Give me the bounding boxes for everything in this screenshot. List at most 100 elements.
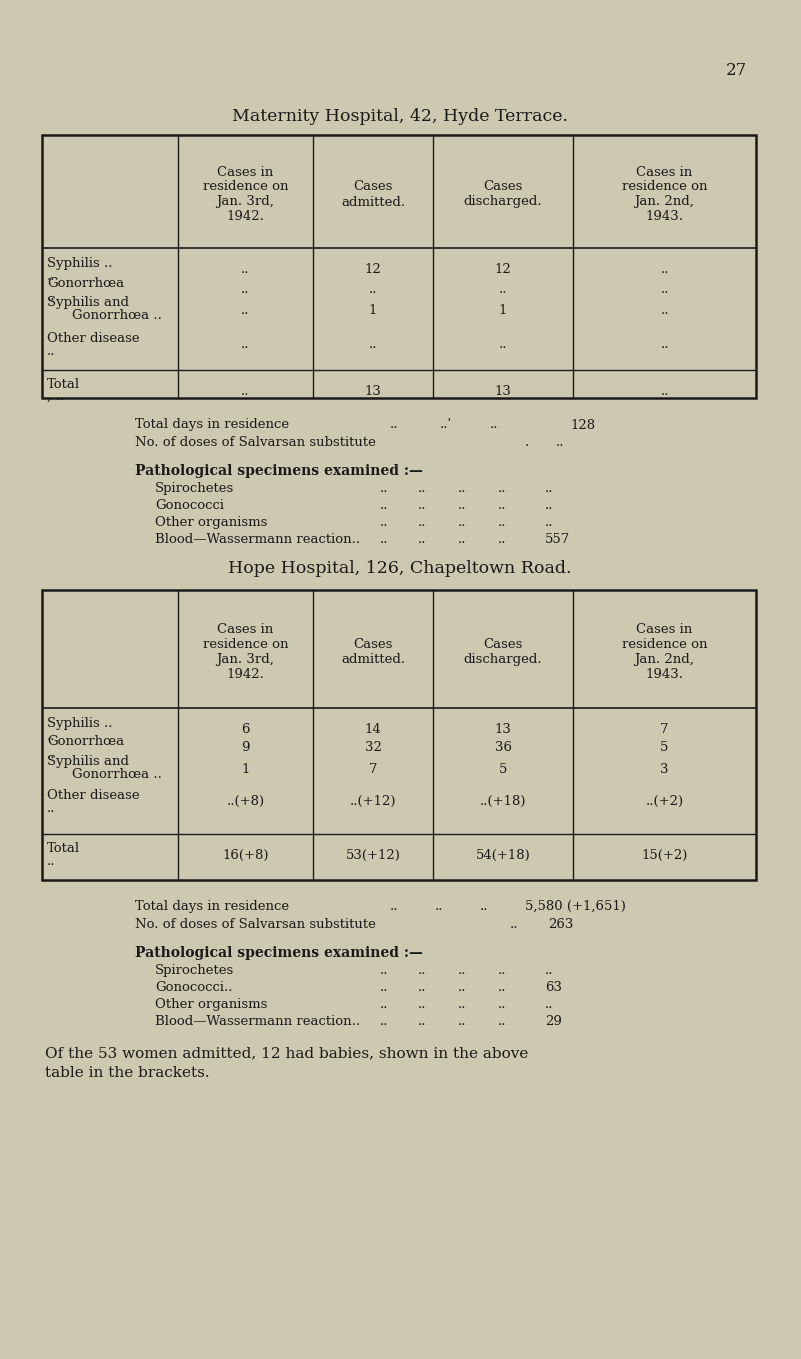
Text: ..: ..: [545, 964, 553, 977]
Text: ..: ..: [498, 482, 506, 495]
Text: ..: ..: [458, 516, 466, 529]
Text: Other disease: Other disease: [47, 332, 139, 345]
Text: admitted.: admitted.: [341, 654, 405, 666]
Text: Pathological specimens examined :—: Pathological specimens examined :—: [135, 946, 423, 959]
Text: ..: ..: [458, 998, 466, 1011]
Text: ..: ..: [660, 385, 669, 398]
Text: No. of doses of Salvarsan substitute: No. of doses of Salvarsan substitute: [135, 917, 376, 931]
Text: Syphilis and: Syphilis and: [47, 756, 129, 768]
Text: Total: Total: [47, 843, 80, 855]
Text: ..: ..: [418, 516, 426, 529]
Text: ..: ..: [660, 283, 669, 296]
Text: Total days in residence: Total days in residence: [135, 419, 289, 431]
Text: 13: 13: [494, 385, 511, 398]
Text: ..: ..: [660, 264, 669, 276]
Text: 63: 63: [545, 981, 562, 993]
Text: ..(+2): ..(+2): [646, 795, 683, 809]
Text: 1: 1: [499, 304, 507, 317]
Text: ..: ..: [380, 998, 388, 1011]
Text: ..: ..: [418, 1015, 426, 1027]
Text: discharged.: discharged.: [464, 654, 542, 666]
Text: ..: ..: [480, 900, 489, 913]
Text: ..: ..: [498, 981, 506, 993]
Text: discharged.: discharged.: [464, 196, 542, 208]
Text: ..: ..: [380, 482, 388, 495]
Text: Jan. 3rd,: Jan. 3rd,: [216, 196, 275, 208]
Text: ..: ..: [498, 499, 506, 512]
Text: ..: ..: [498, 998, 506, 1011]
Text: ..: ..: [490, 419, 498, 431]
Text: ..: ..: [458, 482, 466, 495]
Text: ..: ..: [660, 338, 669, 351]
Text: ..: ..: [380, 516, 388, 529]
Text: Gonococci..: Gonococci..: [155, 981, 232, 993]
Text: ..: ..: [47, 730, 55, 743]
Text: 5: 5: [660, 741, 669, 754]
Text: 29: 29: [545, 1015, 562, 1027]
Text: 1942.: 1942.: [227, 669, 264, 681]
Text: Blood—Wassermann reaction..: Blood—Wassermann reaction..: [155, 533, 360, 546]
Text: Cases in: Cases in: [636, 622, 693, 636]
Text: ..: ..: [545, 998, 553, 1011]
Text: 36: 36: [494, 741, 512, 754]
Text: ..: ..: [458, 964, 466, 977]
Text: No. of doses of Salvarsan substitute: No. of doses of Salvarsan substitute: [135, 436, 376, 448]
Text: 1: 1: [241, 762, 250, 776]
Text: ..: ..: [418, 964, 426, 977]
Text: 128: 128: [570, 419, 595, 432]
Text: ..: ..: [47, 855, 55, 868]
Text: ..: ..: [458, 533, 466, 546]
Text: Total days in residence: Total days in residence: [135, 900, 289, 913]
Text: ..(+8): ..(+8): [227, 795, 264, 809]
Text: 7: 7: [368, 762, 377, 776]
Text: Gonorrhœa: Gonorrhœa: [47, 277, 124, 289]
Text: 1942.: 1942.: [227, 211, 264, 223]
Text: Syphilis ..: Syphilis ..: [47, 718, 112, 730]
Text: ..(+18): ..(+18): [480, 795, 526, 809]
Text: ..: ..: [499, 283, 507, 296]
Text: ..: ..: [458, 981, 466, 993]
Text: .: .: [525, 436, 529, 448]
Text: ..: ..: [498, 516, 506, 529]
Text: ..: ..: [47, 270, 55, 283]
Text: ..: ..: [47, 345, 55, 357]
Text: Cases: Cases: [353, 637, 392, 651]
Text: ..: ..: [435, 900, 444, 913]
Text: ..: ..: [368, 283, 377, 296]
Text: Gonorrhœa ..: Gonorrhœa ..: [72, 308, 162, 322]
Text: ..: ..: [545, 482, 553, 495]
Text: Syphilis ..: Syphilis ..: [47, 257, 112, 270]
Text: 32: 32: [364, 741, 381, 754]
Text: residence on: residence on: [203, 637, 288, 651]
Text: 12: 12: [364, 264, 381, 276]
Text: Cases in: Cases in: [217, 166, 274, 178]
Text: ..: ..: [545, 516, 553, 529]
Text: ..: ..: [418, 981, 426, 993]
Text: Total: Total: [47, 378, 80, 391]
Text: ..: ..: [545, 499, 553, 512]
Text: 263: 263: [548, 917, 574, 931]
Text: Gonorrhœa ..: Gonorrhœa ..: [72, 768, 162, 781]
Text: ..: ..: [241, 385, 250, 398]
Text: ..: ..: [510, 917, 518, 931]
Text: Syphilis and: Syphilis and: [47, 296, 129, 308]
Text: 54(+18): 54(+18): [476, 849, 530, 862]
Text: 5: 5: [499, 762, 507, 776]
Text: 16(+8): 16(+8): [222, 849, 269, 862]
Text: 53(+12): 53(+12): [345, 849, 400, 862]
Text: ..: ..: [418, 533, 426, 546]
Text: ..(+12): ..(+12): [350, 795, 396, 809]
Text: ..: ..: [660, 304, 669, 317]
Bar: [42, 135, 756, 398]
Text: ..: ..: [380, 964, 388, 977]
Text: , ..: , ..: [47, 391, 64, 404]
Text: Jan. 2nd,: Jan. 2nd,: [634, 654, 694, 666]
Text: Of the 53 women admitted, 12 had babies, shown in the above: Of the 53 women admitted, 12 had babies,…: [45, 1046, 529, 1060]
Text: ..: ..: [418, 998, 426, 1011]
Text: ..: ..: [418, 499, 426, 512]
Text: 6: 6: [241, 723, 250, 737]
Bar: [42, 590, 756, 881]
Text: Blood—Wassermann reaction..: Blood—Wassermann reaction..: [155, 1015, 360, 1027]
Text: 9: 9: [241, 741, 250, 754]
Text: ..ʹ: ..ʹ: [440, 419, 453, 431]
